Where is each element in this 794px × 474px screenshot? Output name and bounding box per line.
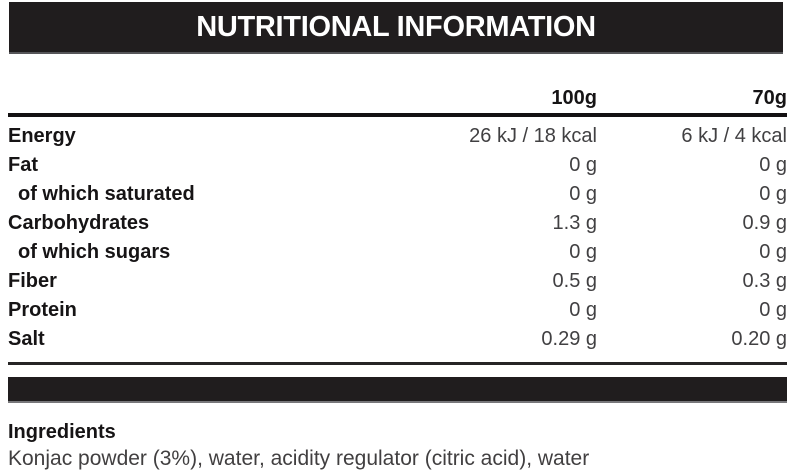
row-label: Fiber: [8, 270, 57, 292]
row-value-70g: 0 g: [759, 154, 787, 176]
row-value-100g: 1.3 g: [552, 212, 597, 234]
row-value-100g: 26 kJ / 18 kcal: [469, 125, 597, 147]
row-value-70g: 0 g: [759, 241, 787, 263]
row-value-100g: 0.29 g: [541, 328, 597, 350]
row-label: Salt: [8, 328, 45, 350]
column-header-row: 100g 70g: [8, 86, 787, 110]
table-row-fiber: Fiber 0.5 g 0.3 g: [8, 267, 787, 296]
row-value-70g: 0.3 g: [742, 270, 787, 292]
row-value-100g: 0 g: [569, 241, 597, 263]
table-body: Energy 26 kJ / 18 kcal 6 kJ / 4 kcal Fat…: [8, 117, 787, 354]
table-row-salt: Salt 0.29 g 0.20 g: [8, 325, 787, 354]
row-label: Fat: [8, 154, 38, 176]
row-value-70g: 0.20 g: [731, 328, 787, 350]
row-value-70g: 0.9 g: [742, 212, 787, 234]
table-row-sugars: of which sugars 0 g 0 g: [8, 238, 787, 267]
row-value-70g: 0 g: [759, 299, 787, 321]
table-row-protein: Protein 0 g 0 g: [8, 296, 787, 325]
table-row-saturated: of which saturated 0 g 0 g: [8, 180, 787, 209]
table-row-fat: Fat 0 g 0 g: [8, 151, 787, 180]
column-header-70g: 70g: [752, 87, 787, 109]
row-value-100g: 0 g: [569, 154, 597, 176]
row-value-70g: 6 kJ / 4 kcal: [681, 125, 787, 147]
row-label: Carbohydrates: [8, 212, 150, 234]
ingredients-text: Konjac powder (3%), water, acidity regul…: [8, 447, 590, 470]
row-label: Protein: [8, 299, 77, 321]
row-label: of which sugars: [18, 241, 171, 263]
table-row-carbohydrates: Carbohydrates 1.3 g 0.9 g: [8, 209, 787, 238]
nutrition-table: 100g 70g Energy 26 kJ / 18 kcal 6 kJ / 4…: [8, 86, 787, 354]
table-row-energy: Energy 26 kJ / 18 kcal 6 kJ / 4 kcal: [8, 122, 787, 151]
row-value-100g: 0.5 g: [552, 270, 597, 292]
header-divider-rule: [8, 113, 787, 117]
nutrition-header-bar: NUTRITIONAL INFORMATION: [9, 2, 783, 54]
row-value-100g: 0 g: [569, 299, 597, 321]
bottom-separator-bar: [8, 377, 787, 403]
column-header-100g: 100g: [551, 87, 597, 109]
table-bottom-rule: [8, 362, 787, 365]
row-label: Energy: [8, 125, 76, 147]
ingredients-heading: Ingredients: [8, 421, 116, 443]
ingredients-section: Ingredients Konjac powder (3%), water, a…: [8, 419, 787, 471]
nutrition-title: NUTRITIONAL INFORMATION: [196, 10, 596, 43]
row-value-100g: 0 g: [569, 183, 597, 205]
row-label: of which saturated: [18, 183, 195, 205]
row-value-70g: 0 g: [759, 183, 787, 205]
